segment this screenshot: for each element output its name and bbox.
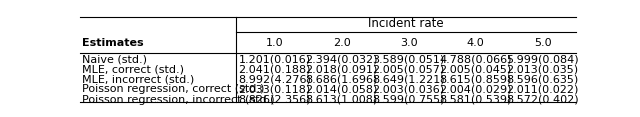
Text: MLE, incorrect (std.): MLE, incorrect (std.) [83,74,195,84]
Text: Poisson regression, correct (std.): Poisson regression, correct (std.) [83,84,265,95]
Text: MLE, correct (std.): MLE, correct (std.) [83,64,184,74]
Text: 8.613(1.008): 8.613(1.008) [305,95,378,105]
Text: Poisson regression, incorrect (std.): Poisson regression, incorrect (std.) [83,95,275,105]
Text: 3.0: 3.0 [400,38,417,48]
Text: 5.0: 5.0 [534,38,551,48]
Text: 2.041(0.188): 2.041(0.188) [239,64,311,74]
Text: 8.615(0.859): 8.615(0.859) [440,74,512,84]
Text: 8.596(0.635): 8.596(0.635) [506,74,579,84]
Text: 2.005(0.045): 2.005(0.045) [440,64,512,74]
Text: 8.649(1.221): 8.649(1.221) [372,74,445,84]
Text: 8.686(1.696): 8.686(1.696) [305,74,378,84]
Text: 2.011(0.022): 2.011(0.022) [506,84,579,95]
Text: Naive (std.): Naive (std.) [83,54,147,64]
Text: Estimates: Estimates [83,38,144,48]
Text: 2.004(0.029): 2.004(0.029) [439,84,512,95]
Text: 4.788(0.066): 4.788(0.066) [439,54,512,64]
Text: 2.0: 2.0 [333,38,351,48]
Text: 2.013(0.035): 2.013(0.035) [506,64,579,74]
Text: 2.005(0.057): 2.005(0.057) [372,64,445,74]
Text: 2.018(0.091): 2.018(0.091) [305,64,378,74]
Text: 8.992(4.276): 8.992(4.276) [238,74,311,84]
Text: 2.014(0.058): 2.014(0.058) [305,84,378,95]
Text: 1.201(0.016): 1.201(0.016) [239,54,311,64]
Text: Incident rate: Incident rate [368,16,444,30]
Text: 5.999(0.084): 5.999(0.084) [506,54,579,64]
Text: 2.003(0.036): 2.003(0.036) [372,84,445,95]
Text: 8.581(0.539): 8.581(0.539) [440,95,512,105]
Text: 2.394(0.032): 2.394(0.032) [305,54,378,64]
Text: 8.572(0.402): 8.572(0.402) [506,95,579,105]
Text: 8.599(0.755): 8.599(0.755) [372,95,445,105]
Text: 2.033(0.118): 2.033(0.118) [239,84,311,95]
Text: 4.0: 4.0 [467,38,484,48]
Text: 3.589(0.051): 3.589(0.051) [372,54,445,64]
Text: 8.826(2.356): 8.826(2.356) [239,95,311,105]
Text: 1.0: 1.0 [266,38,284,48]
